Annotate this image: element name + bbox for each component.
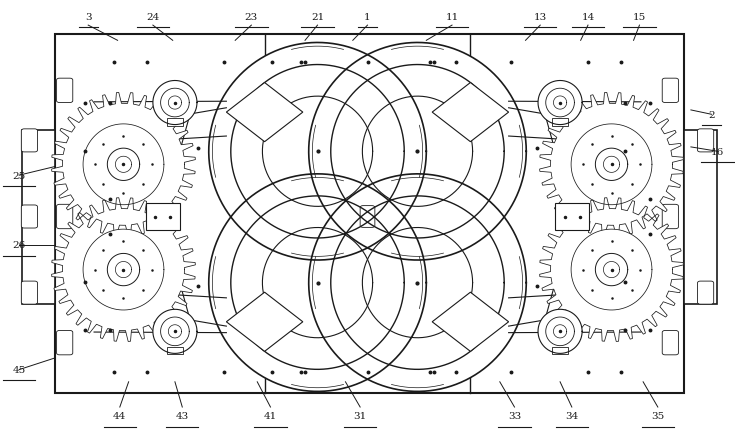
Text: 26: 26	[12, 241, 26, 250]
Polygon shape	[107, 254, 140, 286]
Text: 15: 15	[633, 13, 646, 22]
FancyBboxPatch shape	[57, 205, 73, 229]
Text: 11: 11	[445, 13, 459, 22]
FancyBboxPatch shape	[698, 282, 714, 305]
Polygon shape	[153, 309, 197, 354]
Polygon shape	[209, 43, 426, 260]
Polygon shape	[309, 43, 526, 260]
Text: 43: 43	[176, 411, 189, 420]
Polygon shape	[55, 35, 684, 393]
Text: 3: 3	[85, 13, 92, 22]
Polygon shape	[226, 293, 303, 352]
Text: 31: 31	[354, 411, 367, 420]
Polygon shape	[107, 149, 140, 181]
Text: 25: 25	[12, 171, 26, 180]
Polygon shape	[146, 204, 180, 230]
Text: 2: 2	[708, 111, 715, 119]
FancyBboxPatch shape	[662, 205, 678, 229]
Polygon shape	[432, 83, 509, 142]
FancyBboxPatch shape	[21, 282, 37, 305]
Text: 1: 1	[364, 13, 371, 22]
Polygon shape	[538, 81, 582, 125]
Polygon shape	[167, 347, 183, 355]
Polygon shape	[22, 130, 55, 304]
Text: 35: 35	[651, 411, 664, 420]
Text: 23: 23	[245, 13, 258, 22]
Polygon shape	[571, 230, 652, 310]
FancyBboxPatch shape	[21, 129, 37, 152]
Polygon shape	[51, 198, 196, 342]
Polygon shape	[209, 174, 426, 391]
Text: 44: 44	[113, 411, 126, 420]
Polygon shape	[595, 254, 628, 286]
Text: 13: 13	[534, 13, 547, 22]
FancyBboxPatch shape	[662, 331, 678, 355]
Text: 21: 21	[311, 13, 324, 22]
Polygon shape	[432, 293, 509, 352]
Polygon shape	[153, 81, 197, 125]
FancyBboxPatch shape	[360, 206, 375, 228]
Polygon shape	[571, 125, 652, 205]
Polygon shape	[226, 83, 303, 142]
Polygon shape	[552, 347, 568, 355]
Text: 45: 45	[12, 365, 26, 374]
FancyBboxPatch shape	[662, 79, 678, 103]
Polygon shape	[83, 125, 164, 205]
Polygon shape	[555, 204, 589, 230]
Text: 33: 33	[508, 411, 521, 420]
FancyBboxPatch shape	[57, 79, 73, 103]
FancyBboxPatch shape	[21, 206, 37, 228]
Text: 34: 34	[565, 411, 578, 420]
Polygon shape	[552, 118, 568, 126]
Polygon shape	[83, 230, 164, 310]
Text: 41: 41	[264, 411, 277, 420]
Polygon shape	[309, 174, 526, 391]
FancyBboxPatch shape	[698, 129, 714, 152]
Text: 24: 24	[146, 13, 159, 22]
FancyBboxPatch shape	[57, 331, 73, 355]
Polygon shape	[51, 93, 196, 237]
Polygon shape	[539, 198, 684, 342]
Text: 14: 14	[581, 13, 595, 22]
Polygon shape	[684, 130, 717, 304]
Text: 16: 16	[711, 148, 724, 156]
Polygon shape	[539, 93, 684, 237]
Polygon shape	[538, 309, 582, 354]
Polygon shape	[595, 149, 628, 181]
Polygon shape	[167, 118, 183, 126]
